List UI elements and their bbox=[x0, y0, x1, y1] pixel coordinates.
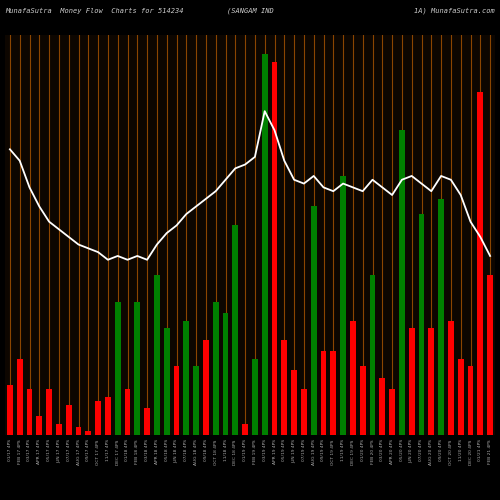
Bar bbox=[46, 390, 52, 435]
Bar bbox=[291, 370, 297, 435]
Bar bbox=[86, 431, 91, 435]
Bar bbox=[320, 351, 326, 435]
Bar bbox=[301, 390, 307, 435]
Bar bbox=[478, 92, 483, 435]
Bar bbox=[389, 390, 395, 435]
Bar bbox=[193, 366, 199, 435]
Bar bbox=[66, 404, 71, 435]
Bar bbox=[134, 302, 140, 435]
Bar bbox=[370, 275, 376, 435]
Bar bbox=[340, 176, 346, 435]
Bar bbox=[184, 320, 189, 435]
Bar bbox=[95, 400, 101, 435]
Bar bbox=[399, 130, 405, 435]
Bar bbox=[262, 54, 268, 435]
Bar bbox=[56, 424, 62, 435]
Bar bbox=[232, 226, 238, 435]
Bar bbox=[438, 199, 444, 435]
Bar bbox=[468, 366, 473, 435]
Text: 1A) MunafaSutra.com: 1A) MunafaSutra.com bbox=[414, 8, 495, 14]
Bar bbox=[448, 320, 454, 435]
Bar bbox=[428, 328, 434, 435]
Text: MunafaSutra  Money Flow  Charts for 514234: MunafaSutra Money Flow Charts for 514234 bbox=[5, 8, 184, 14]
Bar bbox=[458, 359, 464, 435]
Bar bbox=[203, 340, 209, 435]
Bar bbox=[330, 351, 336, 435]
Bar bbox=[272, 62, 278, 435]
Bar bbox=[418, 214, 424, 435]
Bar bbox=[311, 206, 316, 435]
Bar bbox=[154, 275, 160, 435]
Bar bbox=[360, 366, 366, 435]
Bar bbox=[144, 408, 150, 435]
Text: (SANGAM IND: (SANGAM IND bbox=[226, 8, 274, 14]
Bar bbox=[380, 378, 385, 435]
Bar bbox=[124, 390, 130, 435]
Bar bbox=[26, 390, 32, 435]
Bar bbox=[36, 416, 42, 435]
Bar bbox=[17, 359, 22, 435]
Bar bbox=[282, 340, 287, 435]
Bar bbox=[7, 386, 13, 435]
Bar bbox=[76, 428, 82, 435]
Bar bbox=[487, 275, 493, 435]
Bar bbox=[164, 328, 170, 435]
Bar bbox=[213, 302, 218, 435]
Bar bbox=[350, 320, 356, 435]
Bar bbox=[409, 328, 414, 435]
Bar bbox=[105, 397, 111, 435]
Bar bbox=[252, 359, 258, 435]
Bar bbox=[174, 366, 180, 435]
Bar bbox=[222, 313, 228, 435]
Bar bbox=[115, 302, 120, 435]
Bar bbox=[242, 424, 248, 435]
